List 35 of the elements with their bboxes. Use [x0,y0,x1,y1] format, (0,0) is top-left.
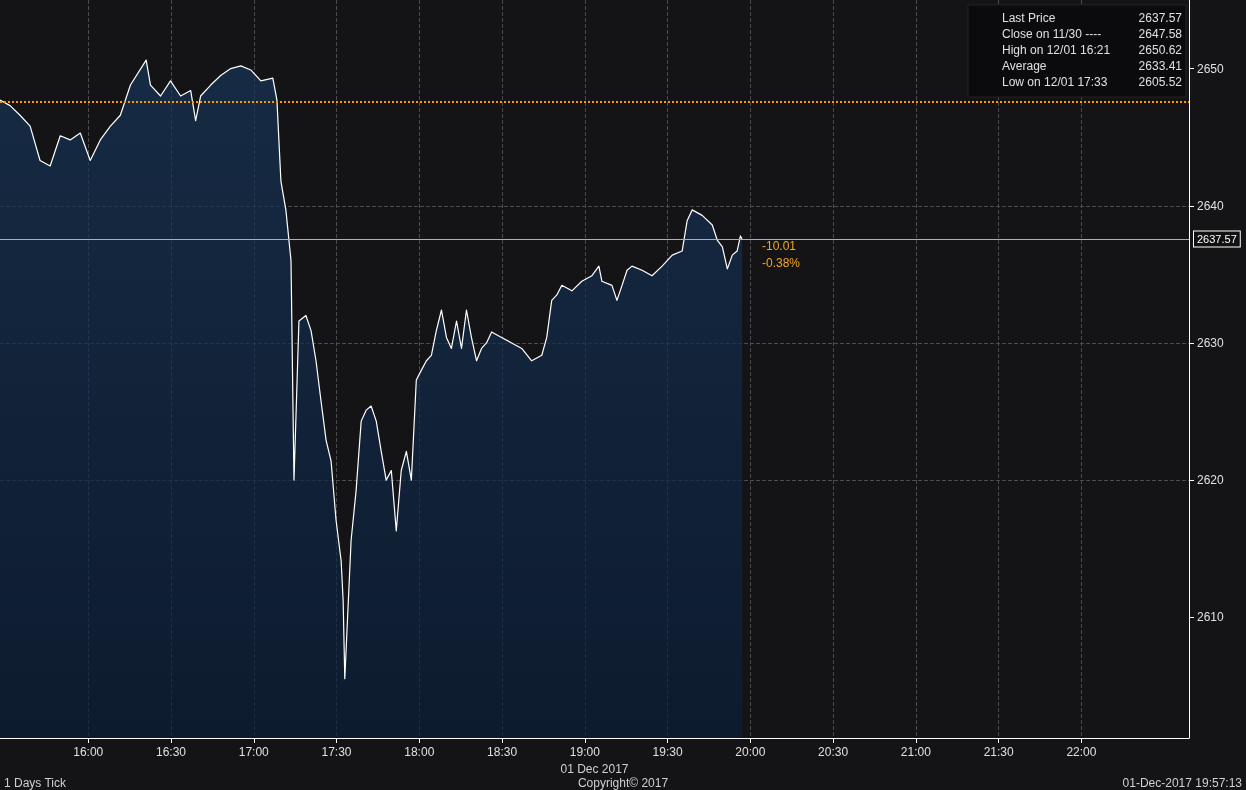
x-axis-title: 01 Dec 2017 [560,761,629,776]
annotation: Last Price [1002,11,1056,25]
annotation: 2605.52 [1138,75,1183,89]
x-tick-label: 20:30 [818,745,849,759]
annotation: 2650.62 [1138,43,1183,57]
x-tick-label: 17:00 [238,745,270,759]
x-tick-label: 16:00 [73,745,104,759]
annotation: Average [1002,59,1047,73]
annotation: 2637.57 [1138,11,1183,25]
x-tick-label: 21:30 [983,745,1014,759]
text: 01-Dec-2017 19:57:13 [1122,776,1243,790]
text: 1 Days Tick [4,776,68,790]
annotation: 2647.58 [1138,27,1183,41]
annotation: High on 12/01 16:21 [1002,43,1111,57]
annotation: Close on 11/30 ---- [1002,27,1102,41]
y-tick-label: 2630 [1197,335,1225,350]
annotation: -10.01 [762,239,797,253]
x-tick-label: 19:00 [569,745,601,759]
x-tick-label: 22:00 [1066,745,1097,759]
annotation: -0.38% [762,256,801,270]
x-tick-label: 20:00 [735,745,766,759]
y-tick-label: 2650 [1197,61,1225,76]
x-tick-label: 16:30 [155,745,187,759]
y-tick-label: 2620 [1197,473,1225,488]
ref-line-label: 2637.57 [1197,233,1237,246]
x-tick-label: 18:00 [404,745,435,759]
annotation: 2633.41 [1138,59,1183,73]
annotation: Low on 12/01 17:33 [1002,75,1108,89]
x-tick-label: 17:30 [321,745,352,759]
x-tick-label: 18:30 [487,745,518,759]
y-tick-label: 2640 [1197,198,1225,213]
x-tick-label: 19:30 [652,745,683,759]
y-tick-label: 2610 [1197,610,1225,625]
x-tick-label: 21:00 [900,745,932,759]
text: Copyright© 2017 [577,776,669,790]
